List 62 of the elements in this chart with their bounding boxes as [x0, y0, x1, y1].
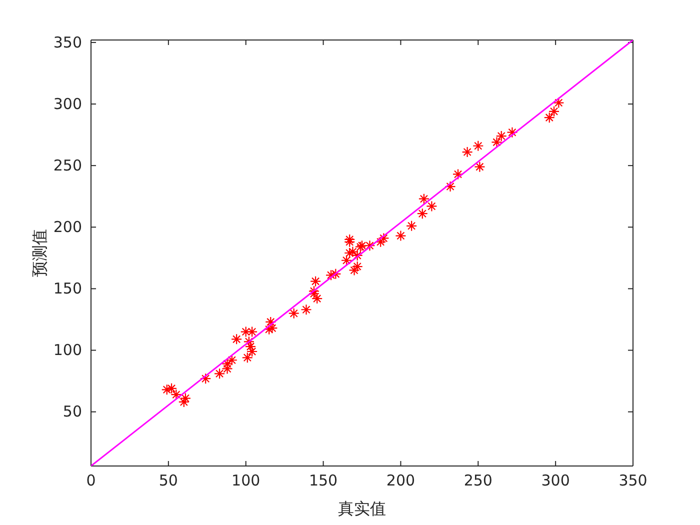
x-tick-label: 200: [386, 472, 416, 490]
point: [308, 286, 320, 297]
x-tick-label: 150: [308, 472, 338, 490]
x-tick-label: 300: [541, 472, 570, 490]
point: [472, 140, 484, 152]
point: [378, 232, 390, 244]
point: [325, 270, 337, 281]
point: [265, 316, 276, 328]
point: [426, 200, 438, 212]
point: [344, 234, 356, 246]
y-tick-label: 150: [53, 280, 82, 298]
point: [474, 161, 486, 172]
point: [244, 341, 256, 352]
point: [544, 112, 555, 124]
point: [308, 288, 320, 300]
point: [266, 322, 278, 334]
point: [553, 97, 564, 108]
x-axis-title: 真实值: [338, 499, 386, 518]
y-tick-label: 350: [53, 33, 82, 52]
y-tick-label: 300: [53, 94, 82, 113]
point: [264, 324, 275, 335]
point: [348, 264, 360, 276]
y-axis-title: 预测值: [30, 229, 49, 277]
point: [330, 268, 342, 280]
y-tick-label: 50: [62, 402, 82, 421]
x-tick-label: 0: [86, 472, 96, 490]
point: [288, 308, 300, 319]
point: [548, 106, 560, 117]
x-tick-label: 50: [158, 472, 178, 490]
point: [452, 168, 464, 180]
point: [226, 354, 238, 366]
point: [166, 382, 178, 394]
point: [416, 208, 428, 220]
point: [246, 326, 258, 338]
x-tick-label: 250: [464, 472, 492, 490]
point: [406, 220, 418, 232]
y-tick-label: 200: [53, 218, 82, 236]
point: [161, 384, 172, 396]
point: [418, 193, 430, 204]
point: [310, 276, 322, 287]
point: [395, 230, 406, 242]
point: [240, 326, 252, 338]
point: [170, 389, 182, 400]
point: [352, 260, 363, 272]
point: [444, 180, 456, 192]
point: [231, 334, 242, 345]
point: [462, 146, 473, 158]
point: [344, 236, 356, 248]
point: [300, 304, 312, 316]
point: [242, 352, 253, 364]
point: [180, 392, 192, 404]
y-tick-label: 250: [53, 156, 82, 174]
point: [178, 396, 190, 408]
y-tick-label: 100: [53, 341, 82, 360]
point: [491, 136, 502, 148]
point: [243, 336, 255, 348]
point: [246, 346, 258, 358]
point: [200, 373, 212, 384]
point: [312, 293, 323, 304]
point: [222, 358, 233, 370]
x-tick-label: 350: [618, 472, 648, 490]
x-tick-label: 100: [232, 472, 260, 490]
